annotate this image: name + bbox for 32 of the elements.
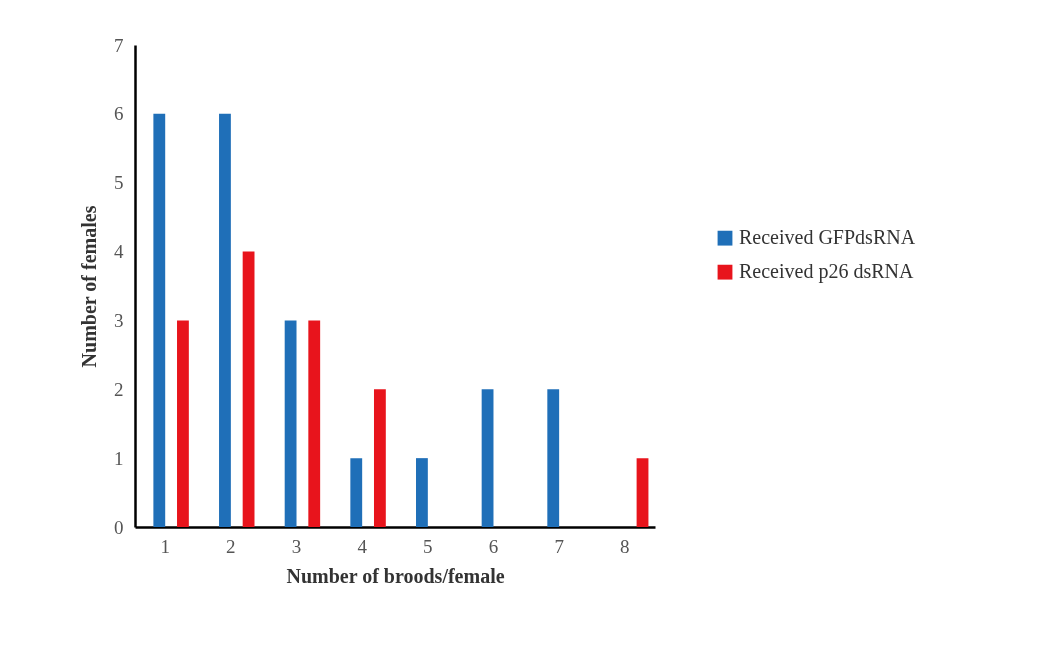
- bar: [242, 251, 255, 527]
- y-axis-title: Number of females: [78, 205, 100, 368]
- bar: [373, 389, 386, 527]
- y-tick-label: 0: [114, 516, 124, 538]
- bar: [350, 458, 363, 527]
- bar: [153, 113, 166, 527]
- bar: [308, 320, 321, 527]
- y-tick-label: 3: [114, 309, 124, 331]
- x-tick-label: 8: [620, 535, 630, 557]
- x-axis-title: Number of broods/female: [286, 564, 505, 587]
- legend-label: Received p26 dsRNA: [739, 260, 914, 284]
- y-tick-label: 4: [114, 241, 124, 263]
- bar: [177, 320, 189, 527]
- bar: [284, 320, 297, 527]
- y-tick-label: 6: [114, 103, 124, 125]
- x-tick-label: 2: [226, 535, 236, 557]
- y-tick-label: 5: [114, 172, 124, 194]
- legend-label: Received GFPdsRNA: [739, 226, 916, 249]
- bar: [636, 458, 649, 527]
- bar: [547, 389, 560, 527]
- x-tick-label: 4: [357, 535, 368, 557]
- y-tick-label: 7: [114, 34, 124, 56]
- x-tick-label: 1: [160, 535, 170, 557]
- bar: [416, 458, 428, 527]
- bar: [219, 113, 231, 527]
- x-tick-label: 7: [554, 535, 564, 557]
- y-tick-label: 1: [114, 447, 124, 469]
- y-tick-label: 2: [114, 378, 124, 400]
- x-tick-label: 6: [488, 535, 499, 557]
- x-tick-label: 3: [291, 535, 302, 557]
- x-tick-label: 5: [423, 535, 433, 557]
- bar: [481, 389, 494, 527]
